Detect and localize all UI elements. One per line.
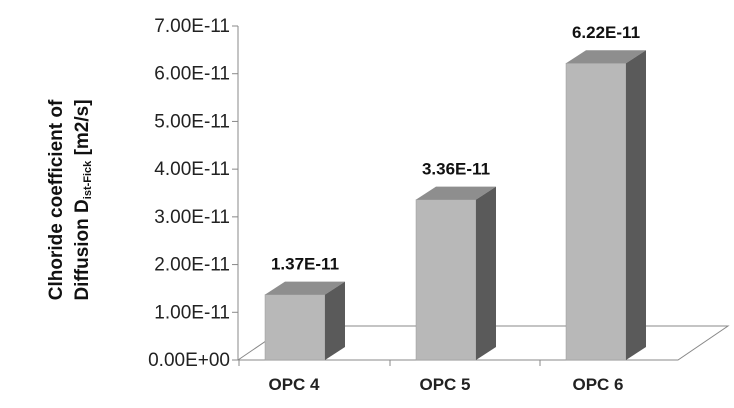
y-axis-title-subscript: ist-Fick xyxy=(82,160,94,199)
bar-front-face xyxy=(565,62,627,361)
x-category-label: OPC 6 xyxy=(572,375,623,394)
y-axis: 0.00E+00 1.00E-11 2.00E-11 3.00E-11 4.00E-11… xyxy=(148,16,541,371)
bar-top-face xyxy=(566,50,646,64)
bar-side-face xyxy=(325,281,345,360)
bar-side-face xyxy=(476,186,496,360)
x-category-label: OPC 5 xyxy=(419,375,470,394)
y-tick-label: 3.00E-11 xyxy=(154,207,230,228)
y-axis-title-line2-main: Diffusion D xyxy=(72,199,93,300)
bar-opc-4 xyxy=(264,281,345,361)
bar-top-face xyxy=(265,281,345,295)
y-tick-label: 2.00E-11 xyxy=(154,255,230,276)
y-axis-title-unit: [m2/s] xyxy=(72,99,93,160)
data-label: 3.36E-11 xyxy=(422,160,490,179)
bar-side-face xyxy=(626,50,646,361)
x-category-label: OPC 4 xyxy=(268,375,320,394)
y-tick-label: 4.00E-11 xyxy=(154,159,230,180)
bar-top-face xyxy=(416,186,496,200)
bar-front-face xyxy=(264,294,326,361)
y-tick-label: 6.00E-11 xyxy=(154,64,230,85)
y-tick-label: 0.00E+00 xyxy=(148,350,230,371)
y-axis-title-line2: Diffusion Dist-Fick [m2/s] xyxy=(72,99,94,300)
labels-group: 1.37E-11 OPC 4 3.36E-11 OPC 5 6.22E-11 OPC 6 xyxy=(268,23,640,394)
y-axis-title-line1: Clhoride coefficient of xyxy=(46,99,67,300)
y-tick-label: 7.00E-11 xyxy=(154,16,230,37)
bar-opc-5 xyxy=(415,186,496,361)
y-tick-label: 1.00E-11 xyxy=(154,302,230,323)
bar-opc-6 xyxy=(565,50,646,361)
y-axis-title: Clhoride coefficient of Diffusion Dist-F… xyxy=(46,99,94,300)
y-tick-label: 5.00E-11 xyxy=(154,111,230,132)
bar-front-face xyxy=(415,199,477,361)
data-label: 6.22E-11 xyxy=(572,23,640,42)
data-label: 1.37E-11 xyxy=(271,255,339,274)
bars-group xyxy=(264,50,646,361)
